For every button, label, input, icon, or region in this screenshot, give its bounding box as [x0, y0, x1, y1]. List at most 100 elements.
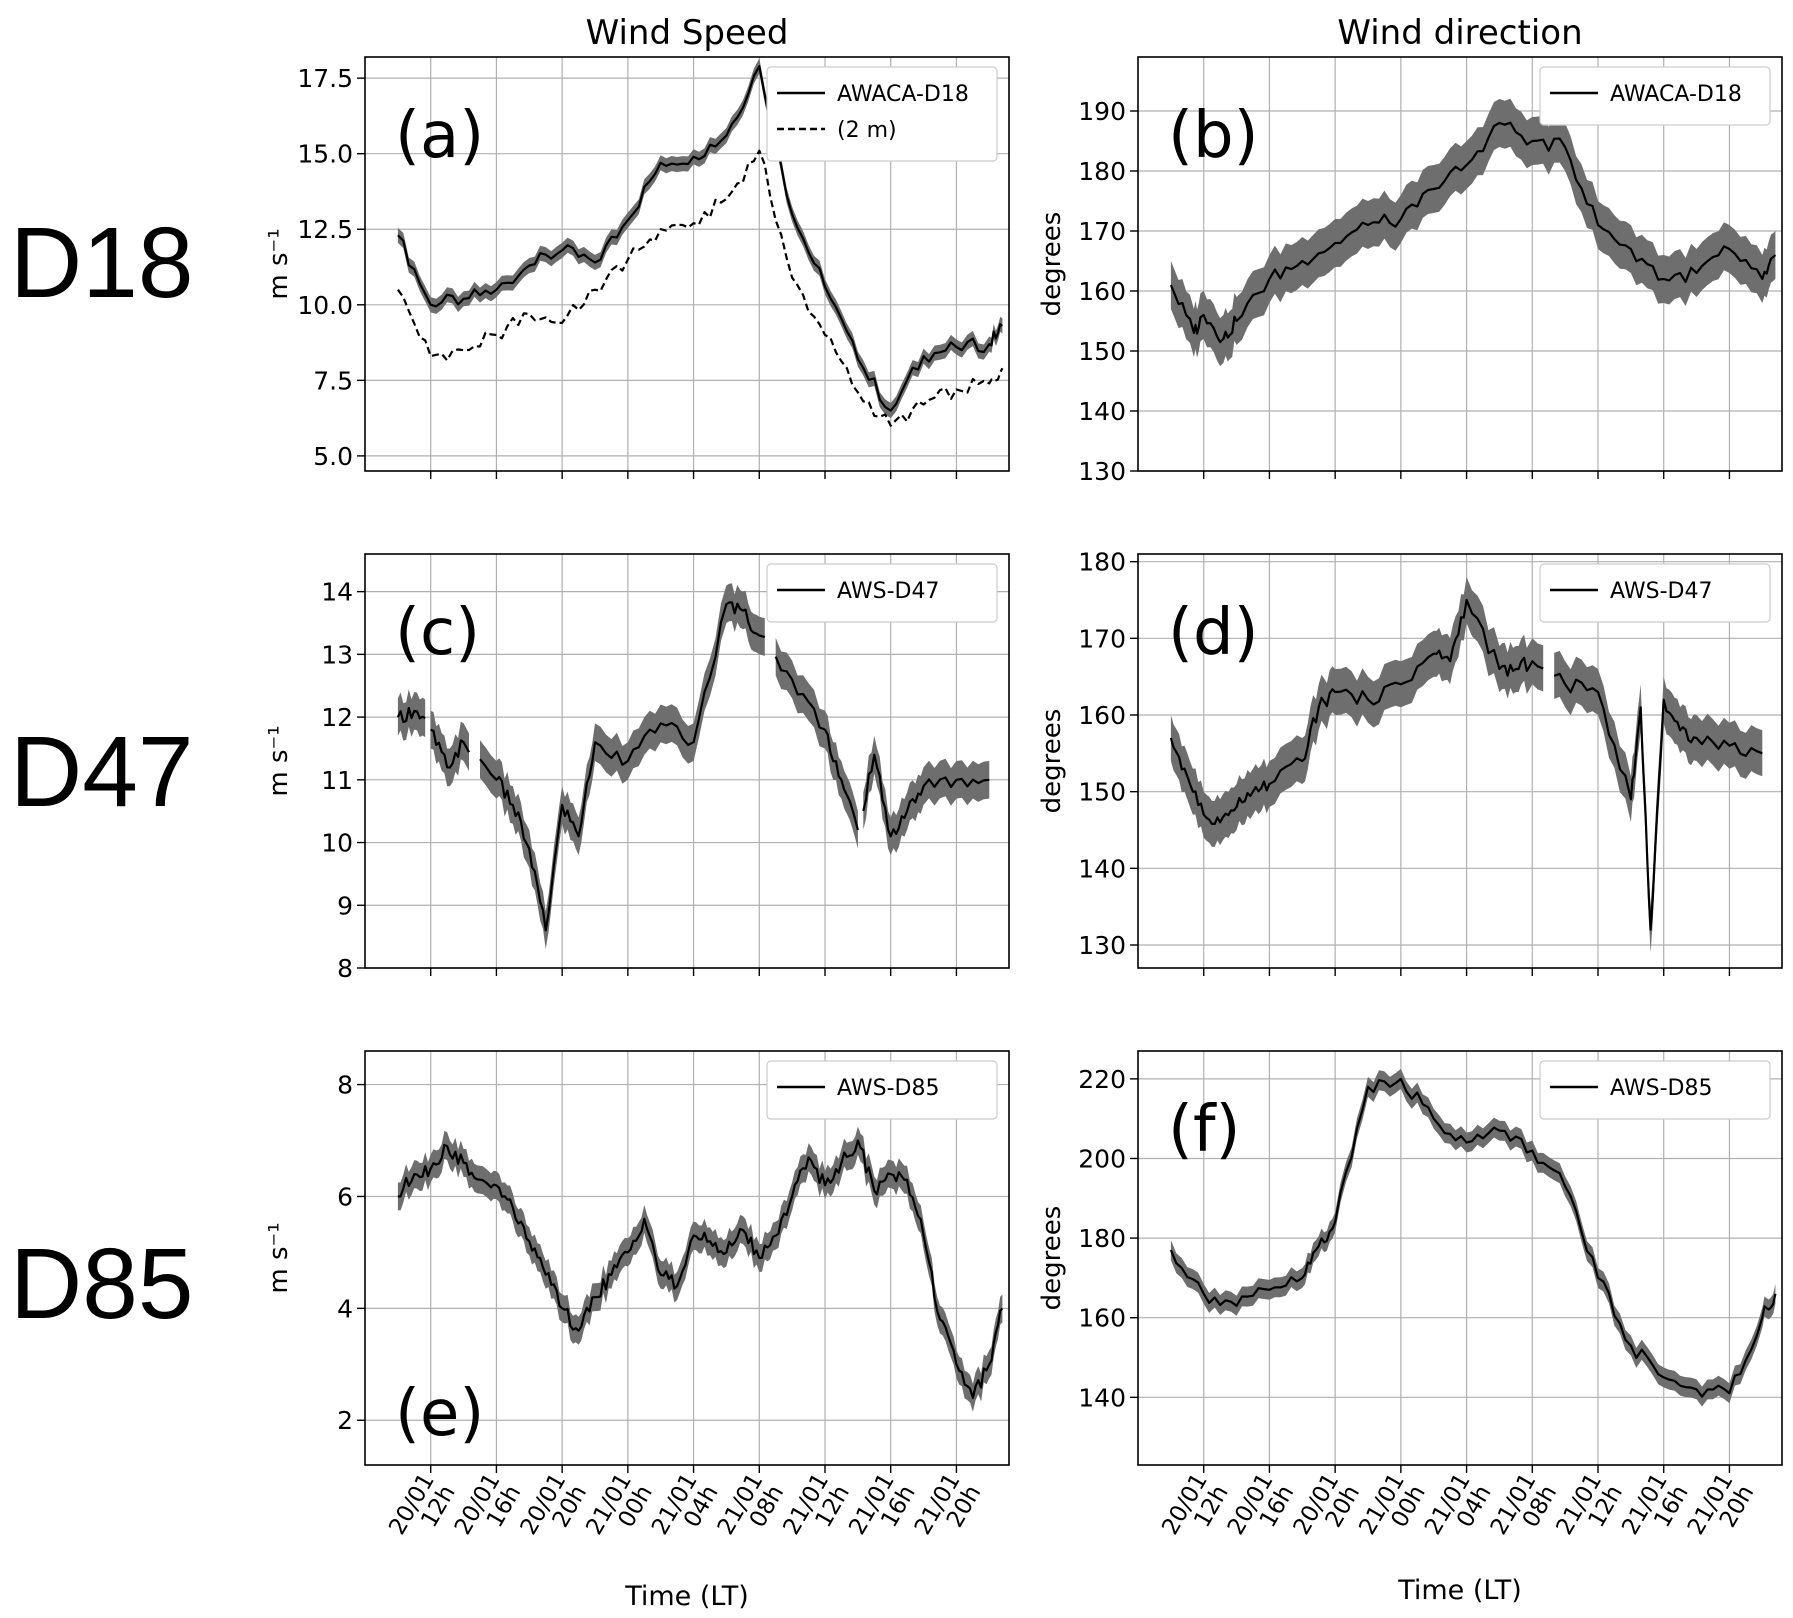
y-tick-label: 8 — [337, 954, 353, 983]
y-tick-label: 140 — [1078, 854, 1126, 883]
x-tick-label: 21/0120h — [910, 1469, 986, 1551]
panel-label: (c) — [395, 596, 480, 670]
legend-box — [766, 1060, 998, 1120]
series-line — [1553, 672, 1763, 931]
series-band — [863, 735, 990, 856]
y-tick-label: 180 — [1078, 548, 1126, 577]
series-line — [397, 149, 1004, 427]
x-tick-label: 21/0108h — [713, 1469, 789, 1551]
x-tick-label: 21/0104h — [1420, 1469, 1496, 1551]
row-label-d18: D18 — [10, 207, 193, 319]
y-tick-label: 4 — [337, 1294, 353, 1323]
panel-label: (a) — [395, 99, 484, 173]
axes-frame — [1137, 56, 1783, 472]
series-band — [430, 710, 469, 787]
y-tick-label: 10 — [321, 829, 353, 858]
panel-label: (f) — [1168, 1093, 1240, 1167]
legend: AWACA-D18 (2 m) — [766, 66, 998, 162]
plot-area — [396, 583, 990, 950]
plot-area — [1169, 98, 1777, 367]
legend-box — [766, 563, 998, 623]
panel-d: 130 140 150 160 170 180 degrees (d) AWS-D47 — [1037, 548, 1783, 976]
plot-area — [1169, 577, 1763, 953]
panel-f: 14016018020022020/0112h20/0116h20/0120h2… — [1037, 1050, 1783, 1551]
y-tick-label: 150 — [1078, 778, 1126, 807]
axes-frame — [364, 1050, 1010, 1466]
y-tick-label: 8 — [337, 1071, 353, 1100]
x-tick-label: 20/0116h — [1223, 1469, 1299, 1551]
row-label-d47: D47 — [10, 716, 193, 828]
panel-label: (d) — [1168, 596, 1259, 670]
series-band — [775, 637, 858, 849]
series-line — [1169, 1077, 1777, 1398]
x-tick-label: 21/0100h — [1354, 1469, 1430, 1551]
y-axis-label: m s⁻¹ — [264, 725, 294, 796]
y-tick-label: 17.5 — [297, 64, 353, 93]
x-tick-label: 20/0112h — [384, 1469, 460, 1551]
x-tick-label: 21/0108h — [1486, 1469, 1562, 1551]
legend-label: AWS-D85 — [837, 1076, 939, 1101]
y-tick-label: 160 — [1078, 277, 1126, 306]
x-axis-label-right: Time (LT) — [1397, 1575, 1522, 1606]
y-tick-label: 12 — [321, 703, 353, 732]
x-tick-label: 20/0120h — [1289, 1469, 1365, 1551]
panel-label: (b) — [1168, 99, 1259, 173]
legend: AWS-D85 — [1539, 1060, 1771, 1120]
y-tick-label: 12.5 — [297, 215, 353, 244]
series-line — [397, 1139, 1004, 1399]
series-line — [862, 753, 990, 838]
panel-e: 246820/0112h20/0116h20/0120h21/0100h21/0… — [264, 1050, 1010, 1551]
plot-area — [1169, 1068, 1777, 1407]
axes-frame — [1137, 1050, 1783, 1466]
y-tick-label: 180 — [1078, 1224, 1126, 1253]
y-tick-label: 5.0 — [313, 442, 353, 471]
plot-area — [397, 1126, 1004, 1412]
y-tick-label: 11 — [321, 766, 353, 795]
y-tick-label: 9 — [337, 891, 353, 920]
x-tick-label: 20/0112h — [1157, 1469, 1233, 1551]
column-title-wind-speed: Wind Speed — [586, 13, 789, 53]
x-tick-label: 21/0100h — [581, 1469, 657, 1551]
plot-area — [397, 58, 1004, 427]
legend-box — [1539, 66, 1771, 126]
x-tick-label: 21/0116h — [1617, 1469, 1693, 1551]
series-band — [1170, 98, 1776, 367]
panel-c: 8 9 10 11 12 13 14 m s⁻¹ (c) AWS-D47 — [264, 553, 1010, 983]
legend: AWS-D47 — [1539, 563, 1771, 623]
y-axis-label: m s⁻¹ — [264, 1222, 294, 1293]
y-tick-label: 140 — [1078, 1383, 1126, 1412]
x-tick-label: 21/0120h — [1683, 1469, 1759, 1551]
panel-a: 5.0 7.5 10.0 12.5 15.0 17.5 m s⁻¹ (a) AWACA-D18 (… — [264, 56, 1010, 479]
x-tick-label: 20/0116h — [450, 1469, 526, 1551]
legend-label: AWS-D47 — [1610, 579, 1712, 604]
series-band — [397, 1126, 1003, 1412]
y-tick-label: 14 — [321, 578, 353, 607]
series-band — [1170, 1068, 1776, 1407]
series-band — [1170, 577, 1544, 847]
x-tick-label: 21/0112h — [779, 1469, 855, 1551]
column-title-wind-direction: Wind direction — [1337, 13, 1582, 53]
x-tick-label: 20/0120h — [516, 1469, 592, 1551]
series-line — [479, 601, 766, 932]
y-tick-label: 130 — [1078, 931, 1126, 960]
legend-label: (2 m) — [837, 118, 897, 143]
series-line — [774, 656, 859, 831]
panel-b: 130 140 150 160 170 180 190 degrees (b) AWACA-D18 — [1037, 56, 1783, 486]
y-tick-label: 180 — [1078, 157, 1126, 186]
y-axis-label: m s⁻¹ — [264, 228, 294, 299]
legend: AWS-D85 — [766, 1060, 998, 1120]
y-tick-label: 7.5 — [313, 366, 353, 395]
y-tick-label: 160 — [1078, 1304, 1126, 1333]
legend-label: AWACA-D18 — [837, 82, 969, 107]
legend-box — [1539, 563, 1771, 623]
y-tick-label: 190 — [1078, 97, 1126, 126]
y-tick-label: 6 — [337, 1182, 353, 1211]
y-tick-label: 160 — [1078, 701, 1126, 730]
series-line — [430, 728, 470, 769]
legend-box — [766, 66, 998, 162]
y-tick-label: 170 — [1078, 624, 1126, 653]
y-tick-label: 200 — [1078, 1144, 1126, 1173]
series-line — [1169, 598, 1544, 825]
legend-label: AWACA-D18 — [1610, 82, 1742, 107]
